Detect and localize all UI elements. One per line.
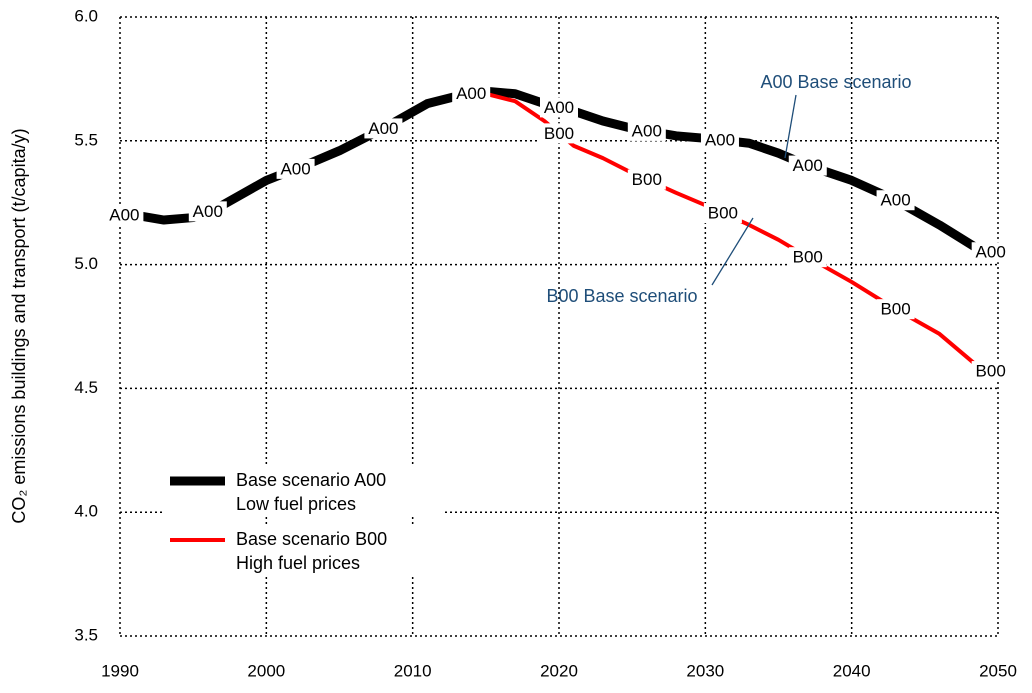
legend-sublabel: High fuel prices [236, 553, 360, 573]
marker-bg [276, 158, 315, 179]
marker-label: B00 [632, 170, 662, 189]
marker-label: A00 [109, 206, 139, 225]
marker-bg [627, 169, 666, 190]
marker-bg [188, 201, 227, 222]
marker-label: B00 [708, 204, 738, 223]
marker-label: B00 [544, 124, 574, 143]
marker-label: B00 [976, 362, 1006, 381]
y-tick-label: 4.5 [74, 378, 98, 397]
marker-bg [700, 129, 739, 150]
marker-label: A00 [368, 119, 398, 138]
marker-bg [540, 123, 578, 144]
y-tick-label: 4.0 [74, 502, 98, 521]
marker-label: A00 [793, 156, 823, 175]
x-tick-label: 2010 [394, 661, 432, 680]
marker-bg [971, 361, 1010, 382]
marker-label: A00 [705, 130, 735, 149]
marker-label: A00 [632, 121, 662, 140]
legend-bg [165, 524, 445, 576]
marker-label: A00 [456, 84, 486, 103]
marker-bg [627, 120, 666, 141]
y-tick-label: 6.0 [74, 6, 98, 25]
y-tick-label: 3.5 [74, 625, 98, 644]
x-tick-label: 2020 [540, 661, 578, 680]
annotation: A00 Base scenario [760, 72, 911, 92]
marker-label: A00 [280, 159, 310, 178]
marker-bg [788, 155, 827, 176]
legend-label: Base scenario A00 [236, 470, 386, 490]
annotation-leader [711, 217, 754, 286]
marker-bg [364, 118, 403, 139]
x-tick-label: 2000 [247, 661, 285, 680]
annotation-leader [784, 94, 797, 159]
legend-sublabel: Low fuel prices [236, 494, 356, 514]
marker-bg [971, 242, 1010, 263]
annotation: B00 Base scenario [546, 286, 697, 306]
marker-label: B00 [793, 248, 823, 267]
legend-bg [165, 465, 445, 517]
marker-label: A00 [880, 191, 910, 210]
x-tick-label: 2040 [833, 661, 871, 680]
marker-label: B00 [880, 300, 910, 319]
marker-bg [703, 203, 742, 224]
marker-bg [876, 299, 915, 320]
y-tick-label: 5.0 [74, 254, 98, 273]
x-tick-label: 2050 [979, 661, 1017, 680]
marker-bg [452, 83, 491, 104]
marker-bg [105, 205, 144, 226]
x-tick-label: 1990 [101, 661, 139, 680]
y-tick-label: 5.5 [74, 130, 98, 149]
marker-bg [876, 190, 915, 211]
x-tick-label: 2030 [686, 661, 724, 680]
marker-bg [788, 247, 827, 268]
legend-label: Base scenario B00 [236, 529, 387, 549]
marker-label: A00 [976, 243, 1006, 262]
marker-label: A00 [544, 98, 574, 117]
marker-label: A00 [193, 202, 223, 221]
marker-bg [540, 97, 578, 118]
y-axis-label: CO₂ emissions buildings and transport (t… [9, 128, 29, 523]
